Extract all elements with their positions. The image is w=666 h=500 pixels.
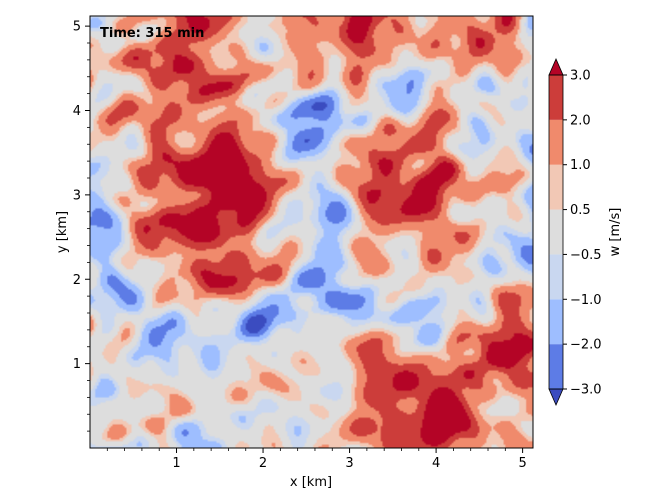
colorbar-bin <box>549 164 563 210</box>
colorbar-extend-max <box>548 58 564 76</box>
colorbar-tick-label: 0.5 <box>570 203 591 218</box>
colorbar-bin <box>549 344 563 389</box>
colorbar-bin <box>549 254 563 300</box>
y-axis-label: y [km] <box>55 211 70 253</box>
colorbar-tick-label: 1.0 <box>570 158 591 173</box>
colorbar-tick-label: −3.0 <box>570 383 602 398</box>
colorbar-extend-min <box>548 388 564 406</box>
x-tick-label: 2 <box>259 456 267 471</box>
colorbar-tick-label: −1.0 <box>570 293 602 308</box>
colorbar-label: w [m/s] <box>608 208 623 257</box>
colorbar-bin <box>549 209 563 255</box>
y-tick-label: 4 <box>73 104 81 119</box>
x-tick-label: 3 <box>345 456 353 471</box>
x-axis: 1 2 3 4 5 <box>106 448 527 471</box>
colorbar-bin <box>549 119 563 165</box>
colorbar-bin <box>549 299 563 345</box>
y-axis: 1 2 3 4 5 <box>73 20 90 432</box>
heatmap-area <box>90 16 533 448</box>
time-annotation: Time: 315 min <box>100 26 204 41</box>
y-tick-label: 3 <box>73 188 81 203</box>
x-axis-label: x [km] <box>290 475 332 490</box>
x-tick-label: 1 <box>172 456 180 471</box>
y-tick-label: 2 <box>73 273 81 288</box>
colorbar-bin <box>549 75 563 120</box>
y-tick-label: 5 <box>73 20 81 35</box>
x-tick-label: 5 <box>518 456 526 471</box>
colorbar-tick-label: −2.0 <box>570 338 602 353</box>
heatmap-field <box>90 16 533 448</box>
colorbar-tick-label: −0.5 <box>570 248 602 263</box>
colorbar-frame <box>548 74 564 390</box>
colorbar-tick-label: 3.0 <box>570 69 591 84</box>
plot-frame <box>89 15 534 449</box>
colorbar: −3.0 −2.0 −1.0 −0.5 0.5 1.0 2.0 3.0 <box>548 58 602 406</box>
colorbar-tick-label: 2.0 <box>570 113 591 128</box>
x-tick-label: 4 <box>432 456 440 471</box>
y-tick-label: 1 <box>73 357 81 372</box>
